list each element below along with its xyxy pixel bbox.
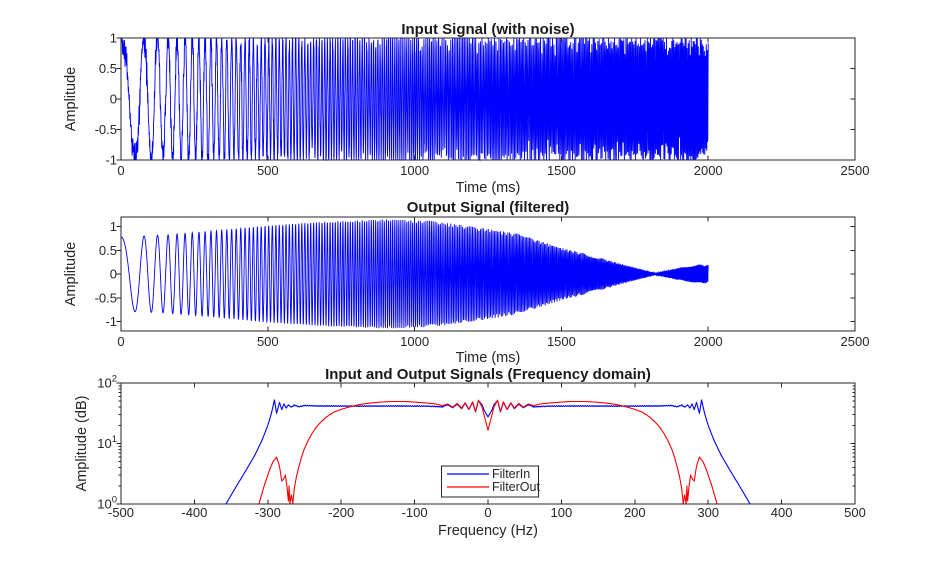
y-tick-label: -1 bbox=[105, 314, 117, 329]
x-axis-label: Time (ms) bbox=[456, 180, 521, 196]
y-tick-label: 100 bbox=[97, 495, 117, 512]
plot-title: Input Signal (with noise) bbox=[401, 21, 574, 38]
x-tick-label: -100 bbox=[402, 505, 428, 520]
x-axis-label: Time (ms) bbox=[456, 350, 521, 366]
x-tick-label: 200 bbox=[624, 505, 646, 520]
x-tick-label: 300 bbox=[697, 505, 719, 520]
x-tick-label: 1500 bbox=[547, 163, 576, 178]
legend-label: FilterOut bbox=[492, 480, 540, 494]
y-tick-label: 0 bbox=[110, 267, 117, 282]
x-tick-label: 2500 bbox=[841, 334, 870, 349]
y-tick-label: 101 bbox=[97, 434, 117, 451]
plot-title: Input and Output Signals (Frequency doma… bbox=[325, 366, 651, 383]
y-axis-label: Amplitude bbox=[63, 242, 79, 306]
legend-box bbox=[441, 465, 539, 498]
y-tick-label: 1 bbox=[110, 31, 117, 46]
y-tick-label: 0.5 bbox=[99, 243, 117, 258]
x-tick-label: 500 bbox=[257, 334, 279, 349]
x-tick-label: 1000 bbox=[400, 334, 429, 349]
signal-path-output-time bbox=[120, 219, 709, 329]
x-tick-label: 500 bbox=[844, 505, 866, 520]
y-tick-label: 0 bbox=[110, 92, 117, 107]
spectrum-path-filterin bbox=[225, 399, 751, 505]
y-tick-label: 102 bbox=[97, 374, 117, 391]
x-tick-label: 2000 bbox=[694, 334, 723, 349]
x-tick-label: 2000 bbox=[694, 163, 723, 178]
x-tick-label: 500 bbox=[257, 163, 279, 178]
subplot-input-time: 0 500 1000 1500 2000 2500 -1 -0.5 0 0.5 1 Input Sig… bbox=[63, 21, 869, 196]
x-tick-label: 0 bbox=[484, 505, 491, 520]
subplot-output-time: 0 500 1000 1500 2000 2500 -1 -0.5 0 0.5 1 Output Si… bbox=[63, 199, 869, 366]
x-tick-label: 0 bbox=[117, 334, 124, 349]
subplot-freq-domain: -500 -400 -300 -200 -100 0 100 200 300 400 500 100 1… bbox=[74, 366, 866, 539]
x-axis-label: Frequency (Hz) bbox=[438, 523, 538, 539]
legend-label: FilterIn bbox=[492, 467, 530, 481]
x-tick-label: 100 bbox=[551, 505, 573, 520]
x-tick-label: 1000 bbox=[400, 163, 429, 178]
plot-title: Output Signal (filtered) bbox=[407, 199, 570, 216]
x-tick-label: -500 bbox=[108, 505, 134, 520]
x-tick-label: -300 bbox=[255, 505, 281, 520]
x-tick-label: -400 bbox=[181, 505, 207, 520]
y-tick-label: -0.5 bbox=[95, 122, 117, 137]
x-tick-label: 1500 bbox=[547, 334, 576, 349]
y-axis-label: Amplitude bbox=[63, 67, 79, 131]
x-tick-label: 400 bbox=[771, 505, 793, 520]
x-tick-label: 0 bbox=[117, 163, 124, 178]
signal-path-input-time bbox=[120, 37, 709, 162]
y-tick-label: 0.5 bbox=[99, 61, 117, 76]
y-tick-label: -1 bbox=[105, 153, 117, 168]
y-axis-label: Amplitude (dB) bbox=[74, 396, 90, 492]
spectrum-path-filterout bbox=[258, 399, 718, 505]
x-tick-label: 2500 bbox=[841, 163, 870, 178]
x-tick-label: -200 bbox=[328, 505, 354, 520]
y-tick-label: 1 bbox=[110, 219, 117, 234]
y-tick-label: -0.5 bbox=[95, 290, 117, 305]
